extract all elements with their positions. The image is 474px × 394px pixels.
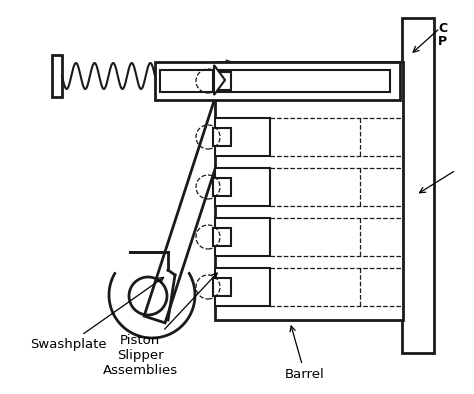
Bar [213,128,231,146]
Text: Barrel: Barrel [285,326,325,381]
Polygon shape [144,61,248,323]
Text: Piston
Slipper
Assemblies: Piston Slipper Assemblies [102,273,217,377]
Bar [215,268,270,306]
Bar [215,218,270,256]
Bar [215,168,270,206]
Bar [155,62,400,100]
Polygon shape [214,65,225,95]
Bar [213,72,231,90]
Bar [213,228,231,246]
Bar [215,118,270,156]
Bar [215,62,403,320]
Bar [213,178,231,196]
Text: P: P [438,35,447,48]
Bar [213,278,231,296]
Bar [52,55,62,97]
Bar [402,18,434,353]
Text: C: C [438,22,447,35]
Text: Swashplate: Swashplate [30,277,164,351]
Bar [160,70,390,92]
